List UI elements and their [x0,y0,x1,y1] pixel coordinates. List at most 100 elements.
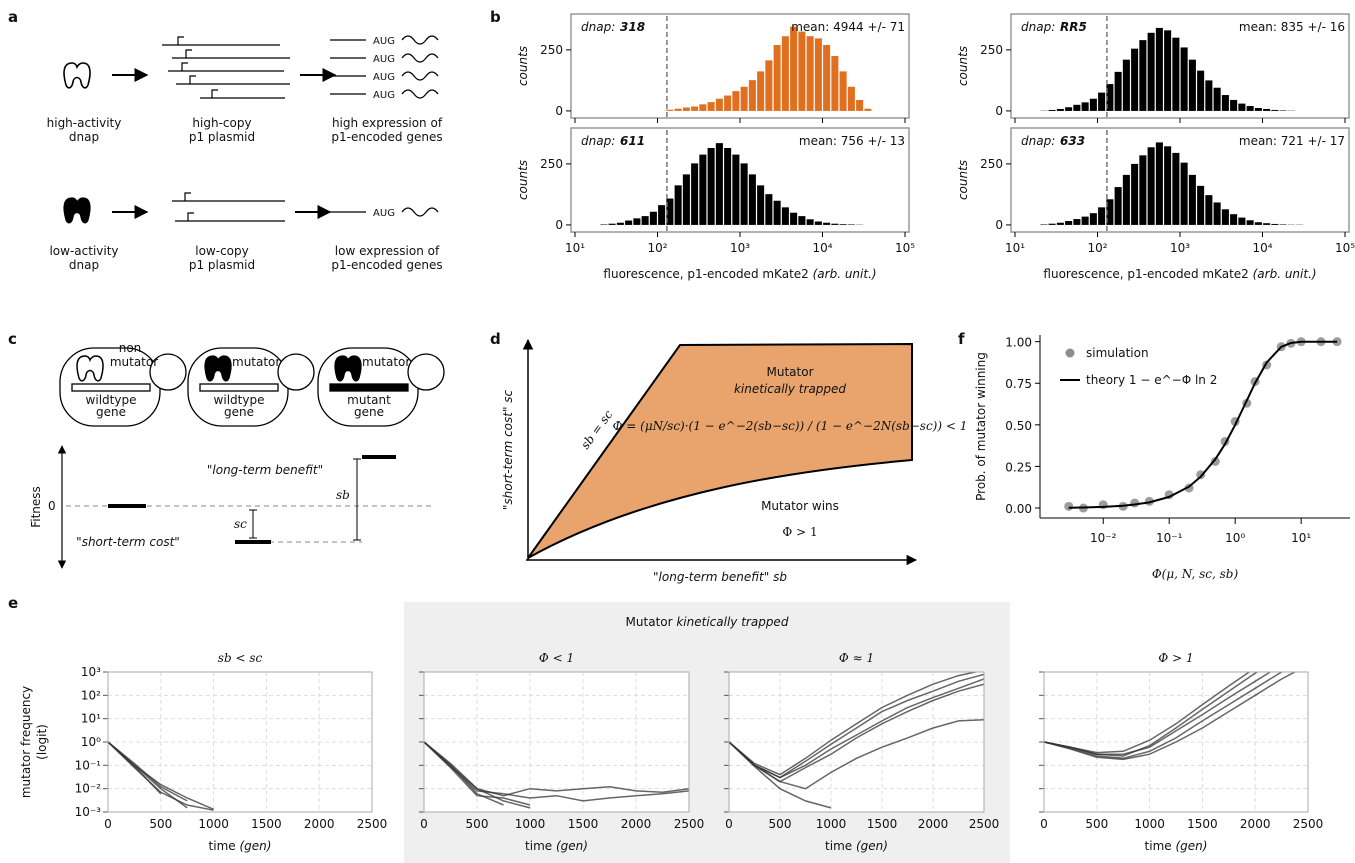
bar [1048,223,1056,225]
bar [823,222,831,225]
bar [1254,222,1262,225]
gene-label: mutant [347,393,391,407]
bar [847,86,855,111]
bar [757,185,765,225]
trajectory [424,741,531,809]
annotation: dnap: [1021,134,1055,148]
x-tick-label: 1500 [867,817,898,831]
bar [699,104,707,111]
bar [1238,103,1246,111]
bar [707,102,715,111]
y-tick-label: 0 [555,218,563,232]
x-axis-label: time (gen) [1145,839,1208,853]
bar [1263,223,1271,225]
cell-label: mutator [362,355,410,369]
y-tick-label: 0.25 [1005,460,1032,474]
x-axis-label-part: time [209,839,240,853]
bar [1180,47,1188,111]
bar [765,194,773,225]
x-tick-label: 0 [725,817,733,831]
promoter [177,36,218,98]
label: dnap [69,130,99,144]
x-axis-label: fluorescence, p1-encoded mKate2 (arb. un… [603,267,876,281]
bar [1263,108,1271,111]
bar [1197,185,1205,225]
gene-label: gene [354,405,384,419]
bar [674,185,682,225]
x-tick-label: 500 [149,817,172,831]
x-axis-label-part: (gen) [1175,839,1207,853]
bar [1073,219,1081,225]
line [1068,340,1338,509]
panel-label: d [490,330,501,348]
x-tick-label: 1500 [568,817,599,831]
label: low-activity [49,244,118,258]
bar [1131,48,1139,111]
bar [781,36,789,111]
bar [790,212,798,225]
formula: Φ = (μN/sc)·(1 − e^−2(sb−sc)) / (1 − e^−… [613,419,968,433]
y-tick-label: 0 [995,104,1003,118]
bar [691,106,699,111]
legend-label: simulation [1086,346,1149,360]
region-title: Mutator wins [761,499,839,513]
y-tick-label: 250 [980,157,1003,171]
bar [1246,106,1254,111]
bar [1155,142,1163,225]
y-tick-label: 10⁰ [81,735,101,749]
annotation: 611 [620,134,645,148]
series-group [108,741,214,811]
bar [748,80,756,111]
x-tick-label: 0 [1040,817,1048,831]
gene-label: wildtype [214,393,265,407]
x-axis-label-part: time [525,839,556,853]
annotation: mean: 756 +/- 13 [799,134,905,148]
bar [633,218,641,225]
bar [724,95,732,111]
bar [1065,221,1073,225]
dnap-icon [63,62,91,89]
bar [1230,214,1238,225]
annotation: dnap: [581,20,615,34]
bar [1048,109,1056,111]
y-axis-label: Prob. of mutator winning [974,352,988,501]
x-tick-label: 0 [104,817,112,831]
bar [1172,37,1180,111]
x-axis-label-part: time [825,839,856,853]
panel-d: Mutator kinetically trapped Φ = (μN/sc)·… [501,338,968,584]
label: low-copy [195,244,248,258]
bar [1147,147,1155,225]
bar [691,163,699,225]
trajectory [1044,672,1259,757]
x-axis-label: time (gen) [525,839,588,853]
region-condition: Φ > 1 [782,525,817,539]
x-tick-label: 10¹ [565,241,585,255]
bar [666,109,674,111]
chart-title: Φ > 1 [1158,651,1193,665]
x-axis-label-part: fluorescence, p1-encoded mKate2 [1043,267,1252,281]
bar [1056,222,1064,225]
cell-lobe [149,353,187,391]
bar [1081,102,1089,111]
annotation: RR5 [1060,20,1087,34]
mrna [330,39,366,213]
legend-marker [1065,348,1075,358]
bar [707,148,715,225]
x-tick-label: 10² [1087,241,1107,255]
x-tick-label: 10⁰ [1225,531,1245,545]
y-tick-label: 0.75 [1005,377,1032,391]
zero-label: 0 [48,499,56,513]
bar [806,36,814,111]
bar [1106,84,1114,111]
group-title-part: Mutator [626,615,677,629]
plot-frame [728,671,985,813]
x-axis-label-part: (gen) [856,839,888,853]
x-axis-label: time (gen) [209,839,272,853]
panel-a [63,35,439,224]
x-tick-label: 10⁴ [812,241,832,255]
plasmid [172,192,285,222]
panel-a-text: high-activity dnap high-copy p1 plasmid … [47,36,443,272]
bar [1172,152,1180,225]
panel-c [59,347,445,427]
